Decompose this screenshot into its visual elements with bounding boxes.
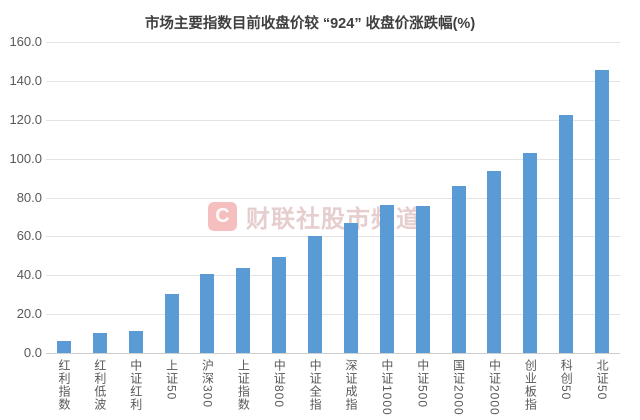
y-axis-tick-label: 100.0 [9,150,42,166]
x-axis-tick-label: 中证1000 [379,359,394,416]
bar [128,330,143,353]
bar [56,341,71,353]
x-axis-tick-label: 红利指数 [56,359,71,411]
bar [343,222,358,353]
y-axis-tick-label: 20.0 [16,306,42,322]
bar [523,152,538,353]
gridline [46,80,620,82]
chart-title: 市场主要指数目前收盘价较 “924” 收盘价涨跌幅(%) [144,16,476,32]
x-axis-tick-label: 创业板指 [523,359,538,411]
x-axis-tick-label: 中证2000 [487,359,502,416]
x-axis-tick-label: 中证红利 [128,359,143,411]
x-axis-tick-label: 中证500 [415,359,430,409]
cailianshe-logo-icon: C [208,201,237,231]
x-axis-tick-label: 科创50 [559,359,574,401]
bar [308,236,323,353]
y-axis-tick-label: 140.0 [9,72,42,88]
gridline [46,236,620,238]
y-axis-tick-label: 0.0 [23,345,42,360]
y-axis-tick-label: 40.0 [16,267,42,283]
gridline [46,42,620,43]
y-axis-tick-label: 120.0 [9,111,42,127]
bar [415,206,430,353]
bar [487,171,502,353]
gridline [46,119,620,121]
y-axis-tick-label: 60.0 [16,228,42,244]
bar [559,114,574,353]
gridline [46,197,620,199]
x-axis-tick-label: 北证50 [595,359,610,401]
gridline [46,158,620,160]
x-axis-line [46,353,620,354]
bar [92,332,107,353]
bar [379,205,394,353]
gridline [46,275,620,277]
y-axis-tick-label: 80.0 [16,189,42,205]
bar [164,293,179,353]
y-axis-tick-label: 160.0 [9,34,42,49]
bar [200,274,215,353]
bar [595,70,610,353]
x-axis-tick-label: 中证全指 [308,359,323,411]
bar [451,185,466,353]
bar [236,268,251,353]
x-axis-tick-label: 上证指数 [236,359,251,411]
x-axis-tick-label: 深证成指 [343,359,358,411]
bar [272,256,287,353]
x-axis-tick-label: 国证2000 [451,359,466,416]
gridline [46,314,620,316]
x-axis-tick-label: 沪深300 [200,359,215,409]
watermark-text: 财联社股市频道 [246,205,421,233]
x-axis-tick-label: 红利低波 [92,359,107,411]
x-axis-tick-label: 中证800 [272,359,287,409]
x-axis-tick-label: 上证50 [164,359,179,401]
